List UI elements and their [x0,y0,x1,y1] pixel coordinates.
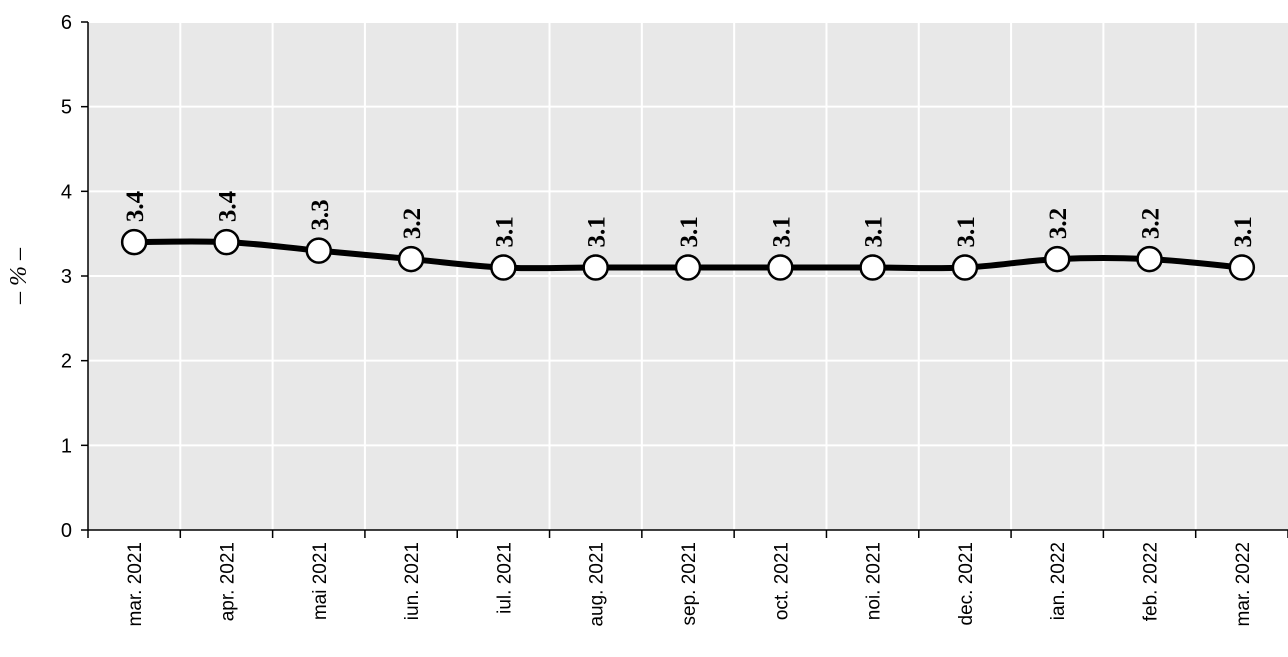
axes [81,21,1288,538]
x-tick-label: mar. 2022 [1233,542,1254,627]
x-tick-label: iul. 2021 [494,542,515,614]
x-tick-label: apr. 2021 [217,542,238,621]
data-label: 3.4 [122,190,149,222]
y-axis-label: – % – [6,247,32,305]
y-tick-label: 0 [61,520,72,542]
x-tick-label: sep. 2021 [679,542,700,625]
data-label: 3.1 [491,216,518,247]
y-tick-label: 6 [61,12,72,34]
data-label: 3.1 [1230,216,1257,247]
y-tick-label: 3 [61,266,72,288]
data-point [951,254,979,281]
data-label: 3.1 [676,216,703,247]
data-point [305,237,333,264]
data-point [859,254,886,281]
data-labels: 3.4 3.4 3.3 3.2 3.1 3.1 3.1 3.1 3.1 3.1 3.2 3.2 3.1 [122,190,1257,247]
data-label: 3.4 [214,190,241,222]
x-tick-labels: mar. 2021 apr. 2021 mai 2021 iun. 2021 iul. … [125,542,1254,627]
y-tick-label: 1 [61,435,72,457]
data-label: 3.2 [399,208,426,239]
x-tick-label: dec. 2021 [956,542,977,625]
x-tick-label: oct. 2021 [771,542,792,620]
x-tick-label: mar. 2021 [125,542,146,627]
data-point [767,254,794,281]
x-tick-label: aug. 2021 [587,542,608,627]
data-label: 3.2 [1045,208,1072,239]
y-tick-label: 5 [61,97,72,119]
x-tick-label: mai 2021 [310,542,331,620]
data-point [1136,245,1163,273]
data-label: 3.3 [307,199,334,230]
data-point [397,245,425,273]
x-tick-label: ian. 2022 [1048,542,1069,620]
data-point [213,228,240,256]
data-point [120,228,148,256]
data-markers [120,228,1256,281]
data-label: 3.1 [953,216,980,247]
data-point [1228,254,1256,281]
data-point [1043,245,1071,273]
x-tick-label: noi. 2021 [864,542,885,620]
y-tick-labels: 0 1 2 3 4 5 6 [61,12,72,542]
y-tick-label: 4 [61,181,72,203]
data-point [674,254,702,281]
data-label: 3.1 [861,216,888,247]
data-label: 3.2 [1138,208,1165,239]
data-label: 3.1 [768,216,795,247]
data-label: 3.1 [584,216,611,247]
y-tick-label: 2 [61,351,72,373]
data-point [582,254,609,281]
x-tick-label: feb. 2022 [1141,542,1162,621]
data-point [490,254,517,281]
x-tick-label: iun. 2021 [402,542,423,620]
